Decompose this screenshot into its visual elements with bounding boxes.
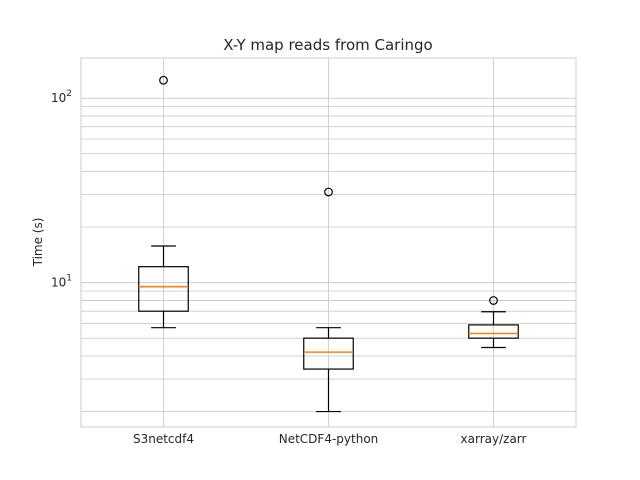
y-tick-label: 102 <box>51 89 72 105</box>
x-tick-label: xarray/zarr <box>461 432 527 446</box>
iqr-box <box>468 324 519 339</box>
plot-area: 101 102 S3netcdf4 NetCDF4-python xarray/zarr <box>51 57 577 446</box>
outlier-point <box>489 296 498 305</box>
iqr-box <box>303 337 354 370</box>
x-tick-label: NetCDF4-python <box>279 432 379 446</box>
y-axis-label: Time (s) <box>31 218 45 268</box>
outlier-point <box>159 75 168 85</box>
outlier-point <box>324 187 333 197</box>
y-tick-label: 101 <box>51 274 72 290</box>
axes-frame <box>80 57 577 428</box>
iqr-box <box>138 266 189 312</box>
chart-title: X-Y map reads from Caringo <box>223 36 432 54</box>
x-tick-label: S3netcdf4 <box>133 432 194 446</box>
